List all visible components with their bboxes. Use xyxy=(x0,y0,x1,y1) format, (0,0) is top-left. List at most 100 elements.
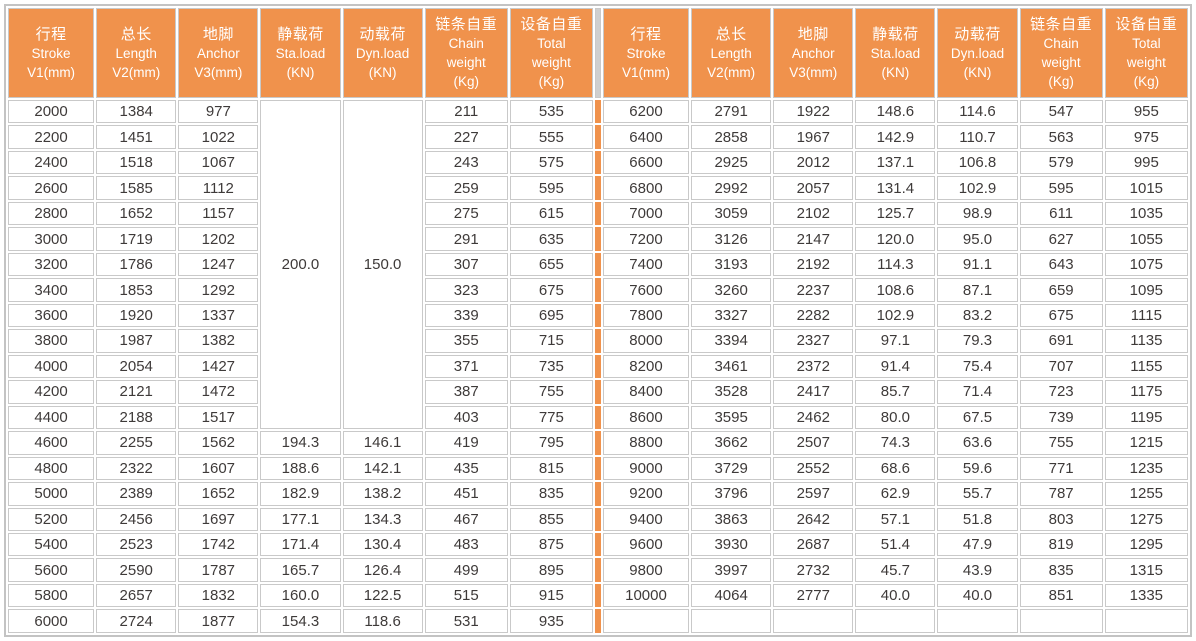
table-row: 5400 2523 1742 171.4 130.4 483 875 9600 3930 2687… xyxy=(8,532,1188,557)
table-cell: 3200 xyxy=(8,252,95,277)
column-header-en: Sta.load xyxy=(275,45,326,61)
section-divider xyxy=(594,558,601,582)
table-cell: 1315 xyxy=(1104,558,1188,582)
table-row: 6000 2724 1877 154.3 118.6 531 935 xyxy=(8,609,1188,633)
section-divider xyxy=(594,150,601,175)
table-cell: 5600 xyxy=(8,558,95,582)
table-cell: 4000 xyxy=(8,354,95,379)
table-cell: 1652 xyxy=(178,482,259,506)
table-cell: 691 xyxy=(1019,329,1103,353)
column-header-cn: 链条自重 xyxy=(435,16,498,33)
table-cell: 5000 xyxy=(8,482,95,506)
column-header-en: Dyn.load xyxy=(355,45,410,61)
table-cell xyxy=(1019,609,1103,633)
table-cell: 95.0 xyxy=(937,227,1018,251)
table-cell: 1451 xyxy=(96,125,177,149)
table-cell xyxy=(602,609,690,633)
table-row: 4800 2322 1607 188.6 142.1 435 815 9000 3729 2552… xyxy=(8,456,1188,481)
table-cell: 45.7 xyxy=(855,558,936,582)
column-header-en: (Kg) xyxy=(1133,74,1160,89)
table-cell: 1195 xyxy=(1104,405,1188,430)
column-header-en: (KN) xyxy=(368,64,397,80)
table-cell: 695 xyxy=(509,303,593,328)
section-divider xyxy=(594,456,601,481)
table-cell: 68.6 xyxy=(855,456,936,481)
table-cell: 3260 xyxy=(691,278,772,302)
table-row: 4600 2255 1562 194.3 146.1 419 795 8800 3662 2507… xyxy=(8,431,1188,455)
column-header: 行程 Stroke V1(mm) xyxy=(602,8,690,98)
table-cell: 935 xyxy=(509,609,593,633)
table-cell: 563 xyxy=(1019,125,1103,149)
merged-load-cell: 150.0 xyxy=(342,100,423,430)
table-cell: 977 xyxy=(178,100,259,124)
table-cell: 6000 xyxy=(8,609,95,633)
table-cell: 98.9 xyxy=(937,201,1018,226)
table-cell: 2800 xyxy=(8,201,95,226)
table-cell: 3461 xyxy=(691,354,772,379)
column-header: 设备自重 Total weight (Kg) xyxy=(1104,8,1188,98)
table-cell: 575 xyxy=(509,150,593,175)
table-cell: 9800 xyxy=(602,558,690,582)
table-cell: 137.1 xyxy=(855,150,936,175)
table-cell: 1202 xyxy=(178,227,259,251)
column-header: 链条自重 Chain weight (Kg) xyxy=(424,8,508,98)
table-cell: 1607 xyxy=(178,456,259,481)
merged-load-cell: 200.0 xyxy=(260,100,341,430)
table-cell: 7200 xyxy=(602,227,690,251)
table-cell: 138.2 xyxy=(342,482,423,506)
table-cell: 675 xyxy=(1019,303,1103,328)
table-cell: 2858 xyxy=(691,125,772,149)
table-cell: 122.5 xyxy=(342,583,423,608)
table-cell: 74.3 xyxy=(855,431,936,455)
table-cell: 2417 xyxy=(773,380,854,404)
table-cell: 57.1 xyxy=(855,507,936,531)
table-cell: 47.9 xyxy=(937,532,1018,557)
table-cell: 55.7 xyxy=(937,482,1018,506)
column-header-en: V1(mm) xyxy=(621,64,670,80)
table-cell: 2400 xyxy=(8,150,95,175)
table-cell: 59.6 xyxy=(937,456,1018,481)
table-cell: 4600 xyxy=(8,431,95,455)
table-cell: 707 xyxy=(1019,354,1103,379)
table-cell: 835 xyxy=(509,482,593,506)
table-cell: 83.2 xyxy=(937,303,1018,328)
table-cell: 1175 xyxy=(1104,380,1188,404)
table-cell: 2327 xyxy=(773,329,854,353)
table-cell: 79.3 xyxy=(937,329,1018,353)
table-cell: 71.4 xyxy=(937,380,1018,404)
table-cell: 1215 xyxy=(1104,431,1188,455)
table-cell: 1157 xyxy=(178,201,259,226)
table-cell: 142.1 xyxy=(342,456,423,481)
column-header-en: weight xyxy=(1041,55,1081,70)
table-cell: 1022 xyxy=(178,125,259,149)
table-cell: 1055 xyxy=(1104,227,1188,251)
column-header-cn: 行程 xyxy=(35,25,67,43)
table-row: 3000 1719 1202 291 635 7200 3126 2147 120.0 95.0 6… xyxy=(8,227,1188,251)
table-cell: 1472 xyxy=(178,380,259,404)
section-divider-header xyxy=(594,8,601,98)
column-header-en: Chain xyxy=(448,36,484,51)
table-cell: 43.9 xyxy=(937,558,1018,582)
table-cell: 3729 xyxy=(691,456,772,481)
table-cell: 40.0 xyxy=(855,583,936,608)
section-divider xyxy=(594,507,601,531)
table-cell: 2147 xyxy=(773,227,854,251)
column-header-en: V2(mm) xyxy=(707,64,756,80)
column-header-en: V3(mm) xyxy=(789,64,838,80)
table-cell: 3595 xyxy=(691,405,772,430)
table-row: 3400 1853 1292 323 675 7600 3260 2237 108.6 87.1 6… xyxy=(8,278,1188,302)
table-cell: 4800 xyxy=(8,456,95,481)
table-cell: 655 xyxy=(509,252,593,277)
table-cell: 3863 xyxy=(691,507,772,531)
column-header-en: Anchor xyxy=(791,45,835,61)
table-cell: 2456 xyxy=(96,507,177,531)
table-cell: 3400 xyxy=(8,278,95,302)
table-cell: 1987 xyxy=(96,329,177,353)
table-cell: 259 xyxy=(424,176,508,200)
table-cell: 91.1 xyxy=(937,252,1018,277)
table-cell: 243 xyxy=(424,150,508,175)
section-divider xyxy=(594,609,601,633)
table-cell: 3930 xyxy=(691,532,772,557)
table-cell: 2992 xyxy=(691,176,772,200)
